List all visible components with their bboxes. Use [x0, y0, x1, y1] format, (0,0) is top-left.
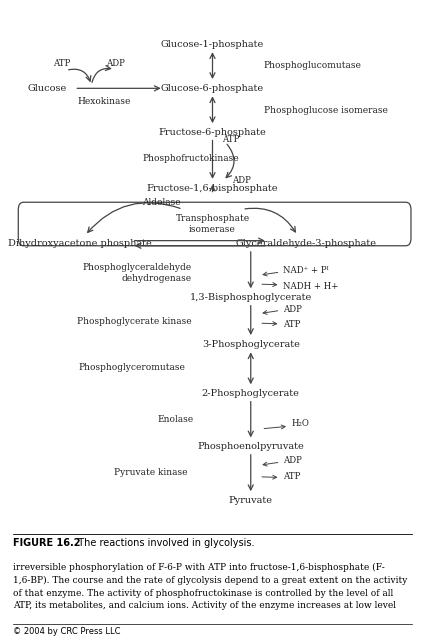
Text: Pyruvate kinase: Pyruvate kinase: [113, 468, 187, 477]
Text: ATP: ATP: [283, 320, 300, 329]
Text: Glucose-6-phosphate: Glucose-6-phosphate: [161, 84, 264, 93]
Text: NAD⁺ + Pᴵ: NAD⁺ + Pᴵ: [283, 266, 329, 275]
Text: Phosphoglyceromutase: Phosphoglyceromutase: [78, 364, 185, 372]
Text: Glucose: Glucose: [27, 84, 66, 93]
Text: Phosphoglucose isomerase: Phosphoglucose isomerase: [264, 106, 387, 115]
Text: Pyruvate: Pyruvate: [229, 496, 273, 505]
Text: 1,3-Bisphosphoglycerate: 1,3-Bisphosphoglycerate: [190, 293, 312, 302]
Text: irreversible phosphorylation of F-6-P with ATP into fructose-1,6-bisphosphate (F: irreversible phosphorylation of F-6-P wi…: [13, 563, 407, 610]
Text: Phosphoglycerate kinase: Phosphoglycerate kinase: [76, 317, 191, 326]
Text: NADH + H+: NADH + H+: [283, 282, 338, 291]
Text: ATP: ATP: [222, 135, 239, 144]
Text: Phosphofructokinase: Phosphofructokinase: [142, 154, 239, 163]
Text: ATP: ATP: [283, 472, 300, 481]
Text: Dihydroxyacetone phosphate: Dihydroxyacetone phosphate: [8, 239, 152, 248]
FancyArrowPatch shape: [68, 69, 91, 81]
Text: Aldolase: Aldolase: [142, 198, 181, 207]
Text: FIGURE 16.2: FIGURE 16.2: [13, 538, 80, 548]
Text: Fructose-6-phosphate: Fructose-6-phosphate: [159, 128, 266, 137]
Text: ADP: ADP: [232, 176, 250, 185]
Text: © 2004 by CRC Press LLC: © 2004 by CRC Press LLC: [13, 627, 120, 636]
Text: Phosphoglucomutase: Phosphoglucomutase: [264, 61, 361, 70]
FancyArrowPatch shape: [226, 144, 234, 177]
Text: ADP: ADP: [283, 456, 301, 465]
Text: Glyceraldehyde-3-phosphate: Glyceraldehyde-3-phosphate: [235, 239, 377, 248]
Text: Enolase: Enolase: [157, 415, 193, 424]
FancyArrowPatch shape: [88, 203, 180, 232]
FancyBboxPatch shape: [18, 202, 411, 246]
Text: 2-Phosphoglycerate: 2-Phosphoglycerate: [202, 389, 300, 398]
Text: Phosphoglyceraldehyde
dehydrogenase: Phosphoglyceraldehyde dehydrogenase: [82, 263, 191, 284]
Text: Transphosphate
isomerase: Transphosphate isomerase: [176, 214, 249, 234]
Text: The reactions involved in glycolysis.: The reactions involved in glycolysis.: [72, 538, 255, 548]
Text: ADP: ADP: [106, 60, 125, 68]
Text: Fructose-1,6-bisphosphate: Fructose-1,6-bisphosphate: [147, 184, 278, 193]
FancyArrowPatch shape: [92, 65, 110, 83]
Text: Phosphoenolpyruvate: Phosphoenolpyruvate: [197, 442, 304, 451]
Text: Glucose-1-phosphate: Glucose-1-phosphate: [161, 40, 264, 49]
Text: 3-Phosphoglycerate: 3-Phosphoglycerate: [202, 340, 300, 349]
Text: ADP: ADP: [283, 305, 301, 314]
Text: H₂O: H₂O: [291, 419, 309, 428]
Text: Hexokinase: Hexokinase: [77, 97, 131, 106]
Text: ATP: ATP: [53, 60, 70, 68]
FancyArrowPatch shape: [245, 208, 295, 232]
